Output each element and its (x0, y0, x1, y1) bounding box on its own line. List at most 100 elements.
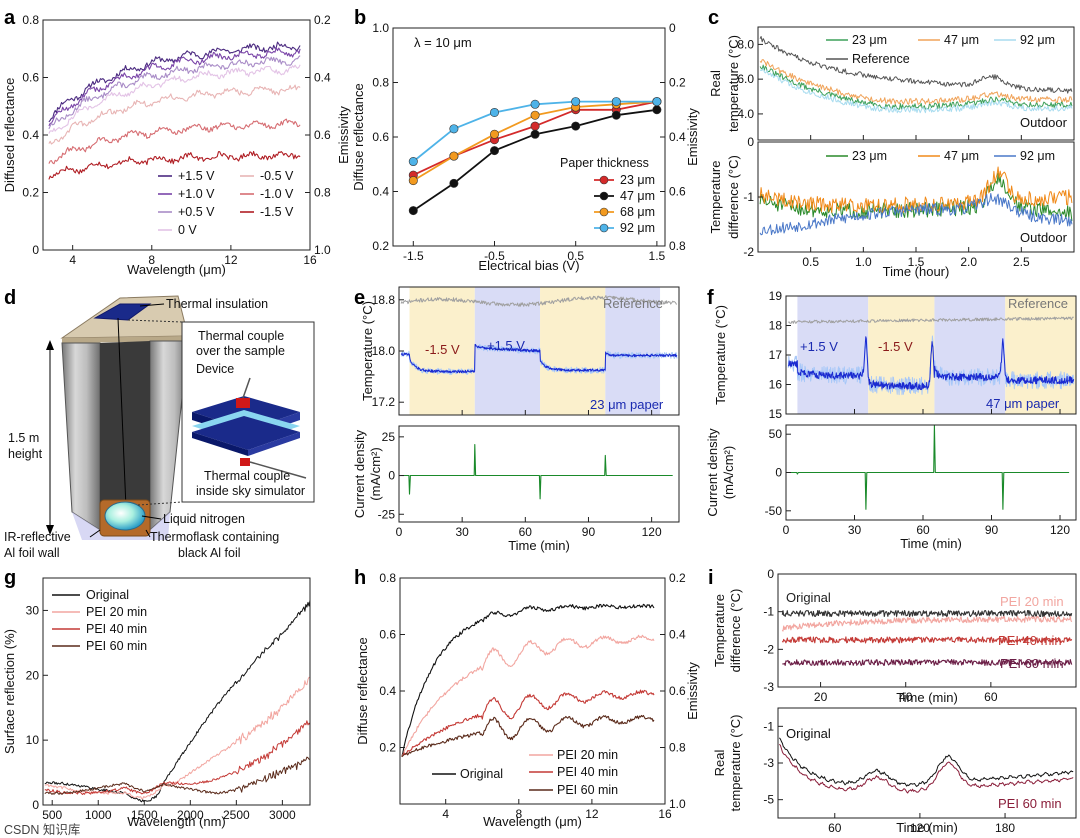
liquid-nitrogen (104, 501, 146, 531)
y-axis-label: Temperature (708, 161, 723, 234)
legend-entry: 23 μm (852, 149, 887, 163)
bias-band (797, 296, 869, 414)
y2-tick-label: 1.0 (314, 243, 331, 257)
series-PEI 60 min (779, 743, 1074, 794)
panel-letter-a: a (4, 7, 16, 29)
series-Original (779, 737, 1074, 787)
series-Original (44, 600, 311, 803)
y2-axis-label: Current density (352, 429, 367, 518)
device-layer-3 (192, 416, 300, 450)
y-tick-label: 6.0 (737, 72, 754, 86)
y2-tick-label: 0.8 (669, 741, 686, 755)
legend-entry: PEI 60 min (557, 783, 618, 797)
legend-entry: 23 μm (852, 33, 887, 47)
x-axis-label: Wavelength (μm) (127, 262, 226, 277)
x-tick-label: 40 (899, 690, 913, 704)
label-foil-wall-2: Al foil wall (4, 546, 60, 560)
y-tick-label: 25 (382, 430, 396, 444)
data-point (408, 176, 418, 186)
data-point (449, 178, 459, 188)
y-tick-label: -1 (743, 190, 754, 204)
bias-band (540, 287, 606, 415)
x-tick-label: 60 (519, 525, 533, 539)
y-tick-label: 50 (769, 427, 783, 441)
y-axis-label-2: difference (°C) (726, 155, 741, 239)
label-couple-bottom-1: Thermal couple (204, 469, 290, 483)
y2-tick-label: 0.2 (669, 571, 686, 585)
y2-tick-label: 0.2 (669, 76, 686, 90)
series-PEI 20 min (781, 615, 1073, 632)
x-tick-label: 2500 (223, 808, 250, 822)
bias-band (605, 287, 661, 415)
data-point (652, 97, 662, 107)
y-tick-label: 0.4 (22, 128, 39, 142)
label-couple-top-2: over the sample (196, 344, 285, 358)
series-+0.5 V (48, 55, 301, 130)
x-tick-label: 1.5 (649, 249, 666, 263)
series-23 μm (759, 64, 1073, 110)
x-axis-label: Time (min) (896, 690, 958, 705)
series-Reference (759, 36, 1073, 94)
label-device: Device (196, 362, 234, 376)
legend-entry: +1.5 V (178, 169, 215, 183)
bias-band (868, 296, 935, 414)
y2-tick-label: 0.6 (669, 684, 686, 698)
x-tick-label: 4 (442, 807, 449, 821)
y-tick-label: -1 (763, 605, 774, 619)
series-sample (400, 344, 678, 374)
thermocouple-top-wire (242, 377, 251, 399)
data-point (571, 121, 581, 131)
annotation: Outdoor (1020, 230, 1068, 245)
label-thermoflask-2: black Al foil (178, 546, 241, 560)
panel-letter-f: f (707, 287, 714, 309)
y-axis-label: Temperature (°C) (713, 305, 728, 405)
y-tick-label: 17 (769, 348, 783, 362)
annotation: Outdoor (1020, 115, 1068, 130)
label-series: PEI 20 min (1000, 594, 1064, 609)
y-tick-label: -50 (765, 504, 783, 518)
y-axis-label: Temperature (°C) (360, 301, 375, 401)
label-negative-bias: -1.5 V (878, 339, 913, 354)
y2-tick-label: 0.6 (314, 128, 331, 142)
leader-line (89, 529, 101, 538)
series--1.5 V (48, 150, 301, 180)
panel-letter-d: d (4, 287, 16, 309)
tube-left-wall (61, 342, 101, 531)
x-tick-label: 12 (585, 807, 599, 821)
x-axis-label: Wavelength (μm) (483, 814, 582, 829)
y-tick-label: 0 (767, 567, 774, 581)
legend-entry: Original (86, 588, 129, 602)
y2-axis-label-2: (mA/cm²) (368, 447, 383, 500)
y2-axis-label: Emissivity (336, 106, 351, 164)
label-sample: 47 μm paper (986, 396, 1060, 411)
y-tick-label: 0 (388, 469, 395, 483)
x-tick-label: 120 (642, 525, 662, 539)
panel-letter-h: h (354, 567, 366, 589)
x-tick-label: 0.5 (802, 255, 819, 269)
series-current-density (788, 424, 1070, 510)
series-PEI 60 min (44, 756, 311, 795)
inset-link (127, 319, 183, 323)
x-tick-label: 1500 (131, 808, 158, 822)
legend-entry: PEI 40 min (86, 622, 147, 636)
series-reference (787, 316, 1074, 324)
y-tick-label: 8.0 (737, 37, 754, 51)
data-point (489, 146, 499, 156)
bias-band (934, 296, 1006, 414)
y-axis-label: Diffuse reflectance (351, 83, 366, 190)
x-tick-label: 2000 (177, 808, 204, 822)
x-tick-label: 12 (224, 253, 238, 267)
x-tick-label: 180 (995, 821, 1015, 835)
panel-letter-i: i (708, 567, 714, 589)
legend-title: Paper thickness (560, 156, 649, 170)
series-47 μm (759, 166, 1073, 214)
x-tick-label: 500 (42, 808, 62, 822)
y-axis-label: Real (708, 70, 723, 97)
x-tick-label: 30 (848, 523, 862, 537)
label-sample: 23 μm paper (590, 397, 664, 412)
x-tick-label: 60 (984, 690, 998, 704)
data-point (652, 105, 662, 115)
legend-entry: +1.0 V (178, 187, 215, 201)
label-reference: Reference (603, 296, 663, 311)
label-height-2: height (8, 447, 43, 461)
